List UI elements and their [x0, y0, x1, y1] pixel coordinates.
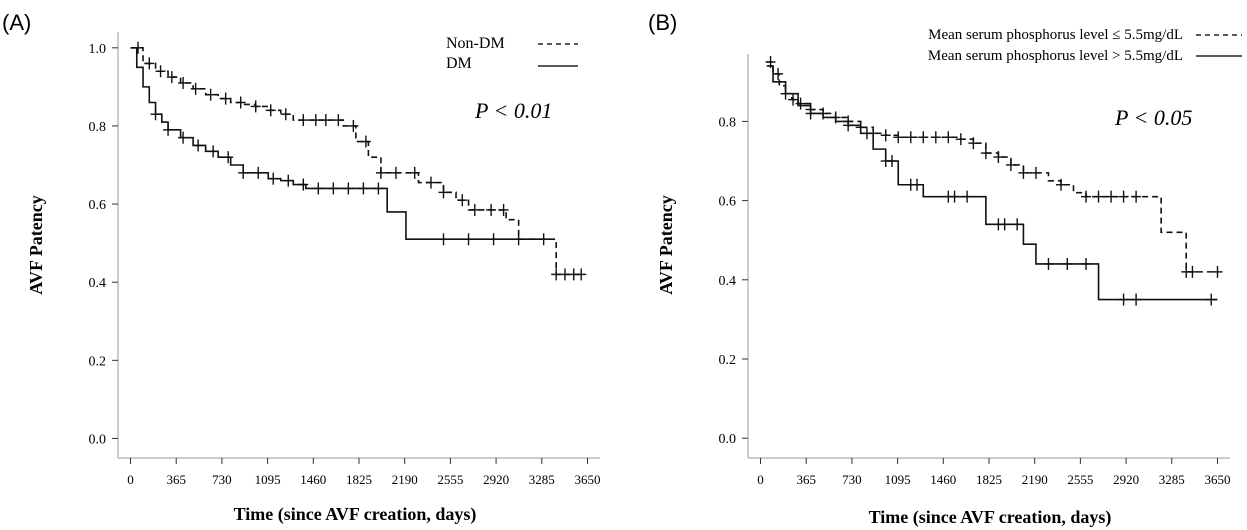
panel-a-y-tick-label: 0.8 [89, 120, 107, 135]
panel-b-x-tick-label: 2920 [1113, 472, 1139, 487]
panel-a-y-tick-label: 0.4 [89, 276, 107, 291]
panel-b-plot: 0.0 0.2 0.4 0.6 0.8 0 365 730 1095 1460 1825 2190 25… [719, 54, 1230, 487]
panel-a-x-tick-label: 1095 [255, 472, 281, 487]
panel-a-x-tick-label: 0 [127, 472, 134, 487]
panel-a: (A) AVF Patency Time (since AVF creation… [2, 10, 600, 525]
panel-b-x-tick-label: 2555 [1067, 472, 1093, 487]
panel-a-legend: Non-DM DM [446, 35, 578, 72]
panel-b-p-value: P < 0.05 [1114, 105, 1192, 130]
panel-b-y-axis-label: AVF Patency [656, 195, 676, 294]
panel-a-y-tick-label: 1.0 [89, 42, 107, 57]
panel-a-x-axis-label: Time (since AVF creation, days) [234, 504, 477, 525]
panel-b-x-axis-label: Time (since AVF creation, days) [869, 507, 1112, 528]
panel-a-y-tick-label: 0.6 [89, 198, 107, 213]
panel-a-x-tick-label: 730 [212, 472, 232, 487]
panel-a-y-tick-label: 0.2 [89, 354, 107, 369]
panel-a-y-axis-label: AVF Patency [26, 195, 46, 294]
panel-b-y-tick-label: 0.4 [719, 274, 737, 289]
panel-a-x-tick-label: 1825 [346, 472, 372, 487]
panel-b-series-0-line [766, 61, 1218, 273]
panel-b-legend-label-low: Mean serum phosphorus level ≤ 5.5mg/dL [928, 27, 1183, 43]
panel-b-x-tick-label: 1825 [976, 472, 1002, 487]
panel-b-label: (B) [648, 10, 677, 35]
panel-a-legend-label-dm: DM [446, 55, 472, 72]
panel-a-x-tick-label: 1460 [300, 472, 326, 487]
panel-a-x-tick-label: 2190 [392, 472, 418, 487]
panel-b-y-tick-label: 0.6 [719, 195, 737, 210]
panel-b-x-tick-label: 1095 [885, 472, 911, 487]
panel-b-x-tick-label: 365 [796, 472, 816, 487]
panel-a-x-tick-label: 2920 [483, 472, 509, 487]
panel-a-plot: 0.0 0.2 0.4 0.6 0.8 1.0 0 365 730 1095 1460 1825 219… [89, 32, 600, 487]
panel-b-x-tick-label: 3650 [1204, 472, 1230, 487]
panel-b-x-tick-label: 2190 [1022, 472, 1048, 487]
panel-a-label: (A) [2, 10, 31, 35]
panel-b-x-tick-label: 3285 [1159, 472, 1185, 487]
panel-b-y-tick-label: 0.0 [719, 432, 737, 447]
panel-a-x-tick-label: 365 [166, 472, 186, 487]
panel-b-y-tick-label: 0.2 [719, 353, 737, 368]
panel-b-legend-label-high: Mean serum phosphorus level > 5.5mg/dL [928, 48, 1183, 64]
panel-b-y-tick-label: 0.8 [719, 115, 737, 130]
panel-b-legend: Mean serum phosphorus level ≤ 5.5mg/dL M… [928, 27, 1242, 64]
panel-b: (B) AVF Patency Time (since AVF creation… [648, 10, 1242, 528]
panel-a-x-tick-label: 3650 [574, 472, 600, 487]
panel-b-x-tick-label: 0 [757, 472, 764, 487]
panel-a-x-tick-label: 2555 [437, 472, 463, 487]
panel-a-x-tick-label: 3285 [529, 472, 555, 487]
panel-a-y-tick-label: 0.0 [89, 432, 107, 447]
panel-b-series-1-line [766, 65, 1218, 301]
panel-a-series-0-line [130, 47, 582, 276]
panel-a-p-value: P < 0.01 [474, 98, 552, 123]
panel-b-x-tick-label: 730 [842, 472, 862, 487]
panel-b-x-tick-label: 1460 [930, 472, 956, 487]
panel-a-legend-label-non-dm: Non-DM [446, 35, 505, 52]
